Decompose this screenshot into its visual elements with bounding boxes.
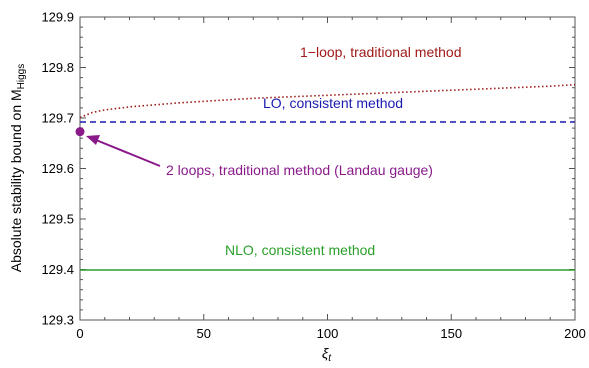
annotation-2loops: 2 loops, traditional method (Landau gaug… [166,162,433,178]
annotation-lo: LO, consistent method [263,95,403,111]
y-tick-label: 129.3 [41,313,74,328]
y-tick-label: 129.6 [41,161,74,176]
y-tick-label: 129.8 [41,60,74,75]
y-tick-label: 129.5 [41,212,74,227]
x-tick-label: 100 [317,326,339,341]
x-tick-label: 50 [197,326,211,341]
series-point-2loops [75,127,85,137]
series-line-0 [79,83,576,119]
y-axis-ticks: 129.3 129.4 129.5 129.6 129.7 129.8 129.9 [41,10,575,328]
y-tick-label: 129.9 [41,10,74,25]
y-axis-label: Absolute stability bound on MHiggs [8,64,27,272]
annotation-arrow-shaft [95,139,161,167]
annotation-1loop: 1−loop, traditional method [300,44,462,60]
annotation-nlo: NLO, consistent method [225,242,375,258]
x-axis-label: ξt [322,345,332,364]
x-tick-label: 0 [76,326,83,341]
x-tick-label: 200 [564,326,586,341]
series-layer [75,83,576,271]
annotation-arrow-head [86,135,100,145]
x-axis-ticks: 0 50 100 150 200 [76,17,586,341]
x-tick-label: 150 [440,326,462,341]
y-tick-label: 129.7 [41,111,74,126]
y-tick-label: 129.4 [41,262,74,277]
